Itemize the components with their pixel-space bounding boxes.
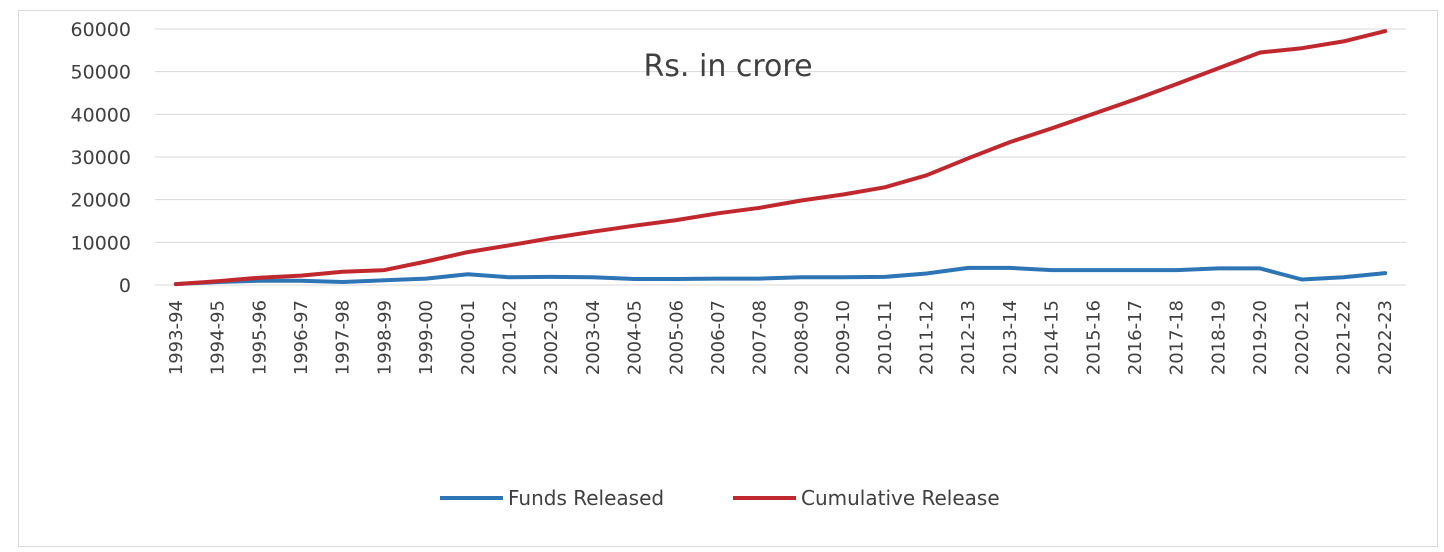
x-tick-label: 2020-21 [1292,300,1313,375]
x-tick-label: 1997-98 [333,300,354,375]
y-tick-label: 40000 [71,104,131,126]
x-tick-label: 2014-15 [1042,300,1063,375]
y-tick-label: 20000 [71,190,131,212]
x-tick-label: 2017-18 [1167,300,1188,375]
x-tick-label: 2015-16 [1083,300,1104,375]
y-axis-ticks: 0 10000 20000 30000 40000 50000 60000 [71,19,131,297]
x-tick-label: 2021-22 [1333,300,1354,375]
x-tick-label: 2016-17 [1125,300,1146,375]
x-tick-label: 1995-96 [249,300,270,375]
legend-label-1: Cumulative Release [801,486,1000,510]
series-line-1 [173,29,1388,287]
y-tick-label: 30000 [71,147,131,169]
x-tick-label: 2000-01 [458,300,479,375]
x-tick-label: 1994-95 [208,300,229,375]
series-lines [173,29,1388,287]
x-tick-label: 2022-23 [1375,300,1396,375]
x-tick-label: 2001-02 [499,300,520,375]
x-tick-label: 2018-19 [1208,300,1229,375]
x-tick-label: 1999-00 [416,300,437,375]
x-tick-label: 2010-11 [875,300,896,375]
x-tick-label: 1998-99 [374,300,395,375]
chart-annotation: Rs. in crore [643,49,812,84]
x-tick-label: 2002-03 [541,300,562,375]
x-tick-label: 2011-12 [916,300,937,375]
x-tick-label: 2012-13 [958,300,979,375]
series-line-0 [173,265,1388,287]
x-tick-label: 2005-06 [666,300,687,375]
x-tick-label: 2009-10 [833,300,854,375]
x-tick-label: 2004-05 [625,300,646,375]
x-tick-label: 2007-08 [750,300,771,375]
x-tick-label: 1993-94 [166,300,187,375]
legend-label-0: Funds Released [508,486,664,510]
gridlines [155,28,1406,286]
y-tick-label: 10000 [71,232,131,254]
x-tick-label: 1996-97 [291,300,312,375]
legend: Funds Released Cumulative Release [440,486,1000,510]
y-tick-label: 0 [119,275,131,297]
y-tick-label: 50000 [71,62,131,84]
x-tick-label: 2006-07 [708,300,729,375]
x-tick-label: 2019-20 [1250,300,1271,375]
x-axis-ticks: 1993-94 1994-95 1995-96 1996-97 1997-98 1998-… [166,300,1396,375]
x-tick-label: 2003-04 [583,300,604,375]
x-tick-label: 2008-09 [791,300,812,375]
x-tick-label: 2013-14 [1000,300,1021,375]
y-tick-label: 60000 [71,19,131,41]
